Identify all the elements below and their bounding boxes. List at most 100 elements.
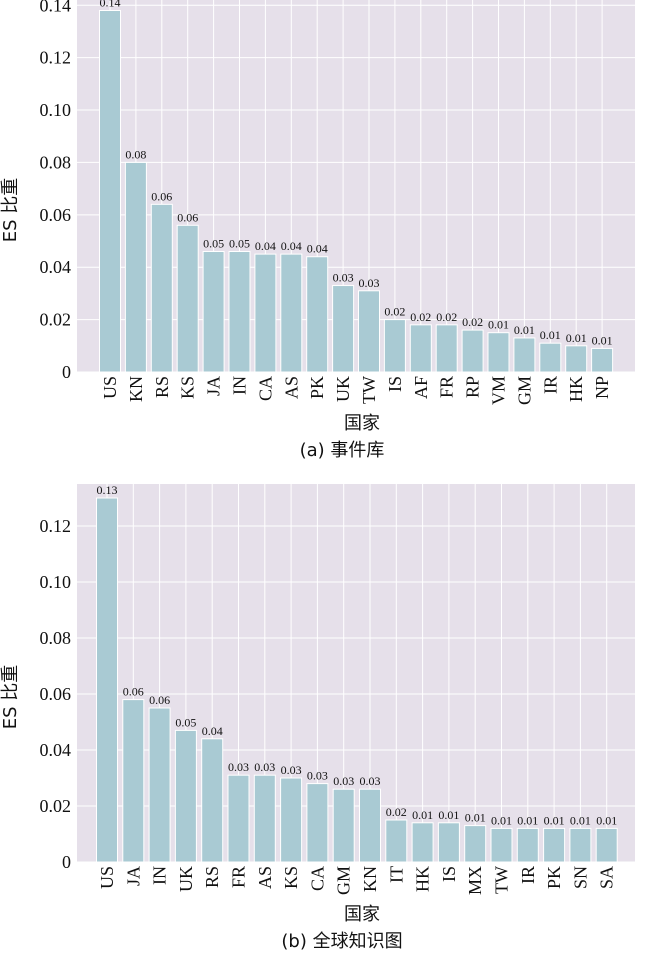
y-tick-labels-a: 0 0.02 0.04 0.06 0.08 0.10 0.12 0.14 (40, 0, 72, 382)
data-label: 0.06 (149, 693, 170, 707)
y-tick-label: 0.14 (40, 0, 72, 15)
bar-us (96, 497, 118, 863)
data-label: 0.06 (177, 210, 198, 224)
data-label: 0.01 (514, 323, 535, 337)
bar-as (280, 253, 303, 373)
bar-af (409, 324, 432, 373)
bar-it (385, 819, 408, 863)
y-axis-label-a: ES 比重 (0, 178, 21, 243)
bar-rs (150, 203, 173, 373)
data-label: 0.01 (517, 813, 538, 827)
bar-ks (176, 224, 199, 373)
x-tick-label: HK (413, 866, 433, 892)
data-label: 0.06 (123, 685, 144, 699)
bar-is (383, 319, 406, 373)
x-tick-label: RP (463, 376, 483, 398)
x-tick-label: GM (514, 376, 534, 405)
x-tick-label: KS (281, 866, 301, 889)
x-tick-label: CA (255, 376, 275, 401)
x-tick-label: US (97, 866, 117, 889)
data-label: 0.05 (203, 236, 224, 250)
bar-ir (516, 827, 539, 863)
data-label: 0.03 (360, 774, 381, 788)
data-label: 0.06 (151, 189, 172, 203)
x-tick-label: TW (359, 376, 379, 404)
x-tick-label: JA (204, 376, 224, 396)
bar-sn (569, 827, 592, 863)
x-tick-label: HK (566, 376, 586, 402)
data-label: 0.04 (202, 724, 223, 738)
y-tick-label: 0.12 (40, 48, 72, 68)
bar-tw (490, 827, 513, 863)
data-label: 0.02 (410, 310, 431, 324)
x-tick-label: IR (518, 866, 538, 884)
y-axis-label-b: ES 比重 (0, 665, 21, 730)
data-label: 0.05 (229, 236, 250, 250)
x-axis-label-a: 国家 (344, 413, 380, 434)
bar-vm (487, 332, 510, 373)
y-tick-label: 0 (62, 362, 71, 382)
y-tick-label: 0.12 (40, 516, 72, 536)
x-tick-label: JA (123, 866, 143, 886)
bar-as (253, 774, 276, 863)
y-tick-label: 0.08 (40, 628, 72, 648)
data-label: 0.01 (566, 331, 587, 345)
data-label: 0.01 (488, 318, 509, 332)
data-label: 0.02 (436, 310, 457, 324)
x-tick-label: VM (489, 376, 509, 405)
bar-kn (124, 161, 147, 373)
bars-b: 0.13 0.06 0.06 0.05 0.04 0.03 0.03 0.03 0.03 0.03… (96, 483, 618, 863)
x-tick-labels-b: US JA IN UK RS FR AS KS CA GM KN IT HK IS MX TW IR PK SN SA (97, 866, 617, 895)
y-tick-label: 0.04 (40, 740, 72, 760)
x-tick-label: CA (307, 866, 327, 891)
data-label: 0.01 (540, 328, 561, 342)
bar-rs (201, 738, 224, 863)
x-tick-label: US (100, 376, 120, 399)
bar-ca (254, 253, 277, 373)
data-label: 0.03 (359, 276, 380, 290)
x-tick-label: PK (544, 866, 564, 889)
chart-a: 0.14 0.08 0.06 0.06 0.05 0.05 0.04 0.04 0.04 0.03… (0, 0, 635, 461)
x-tick-label: IR (540, 376, 560, 394)
x-tick-label: FR (229, 866, 249, 888)
caption-b: (b) 全球知识图 (281, 931, 402, 952)
x-tick-label: AS (281, 376, 301, 399)
data-label: 0.03 (333, 774, 354, 788)
caption-a: (a) 事件库 (300, 440, 385, 461)
data-label: 0.02 (386, 805, 407, 819)
bar-mx (464, 825, 487, 863)
bar-tw (358, 290, 380, 373)
x-tick-label: RS (152, 376, 172, 398)
data-label: 0.13 (97, 483, 118, 497)
data-label: 0.01 (491, 813, 512, 827)
x-tick-label: KN (126, 376, 146, 402)
bar-us (99, 9, 121, 373)
data-label: 0.01 (544, 813, 565, 827)
bars-a: 0.14 0.08 0.06 0.06 0.05 0.05 0.04 0.04 0.04 0.03… (99, 0, 614, 373)
data-label: 0.01 (596, 813, 617, 827)
data-label: 0.05 (175, 715, 196, 729)
chart-b: 0.13 0.06 0.06 0.05 0.04 0.03 0.03 0.03 0.03 0.03… (0, 483, 635, 952)
bar-uk (174, 729, 197, 863)
x-tick-label: IS (439, 866, 459, 882)
bar-in (148, 707, 171, 863)
bar-hk (411, 822, 434, 863)
x-tick-label: KS (178, 376, 198, 399)
x-tick-label: AS (255, 866, 275, 889)
data-label: 0.03 (307, 769, 328, 783)
bar-pk (543, 827, 566, 863)
bar-gm (332, 788, 355, 863)
x-tick-label: UK (333, 376, 353, 402)
bar-np (591, 347, 614, 373)
x-tick-label: SA (597, 866, 617, 889)
x-tick-label: GM (334, 866, 354, 895)
x-tick-labels-a: US KN RS KS JA IN CA AS PK UK TW IS AF FR RP VM GM IR HK NP (100, 376, 612, 405)
data-label: 0.03 (281, 763, 302, 777)
x-tick-label: UK (176, 866, 196, 892)
bar-ja (202, 250, 225, 373)
bar-hk (565, 345, 588, 373)
x-tick-label: PK (307, 376, 327, 399)
bar-ja (122, 699, 145, 863)
x-tick-label: RS (202, 866, 222, 888)
